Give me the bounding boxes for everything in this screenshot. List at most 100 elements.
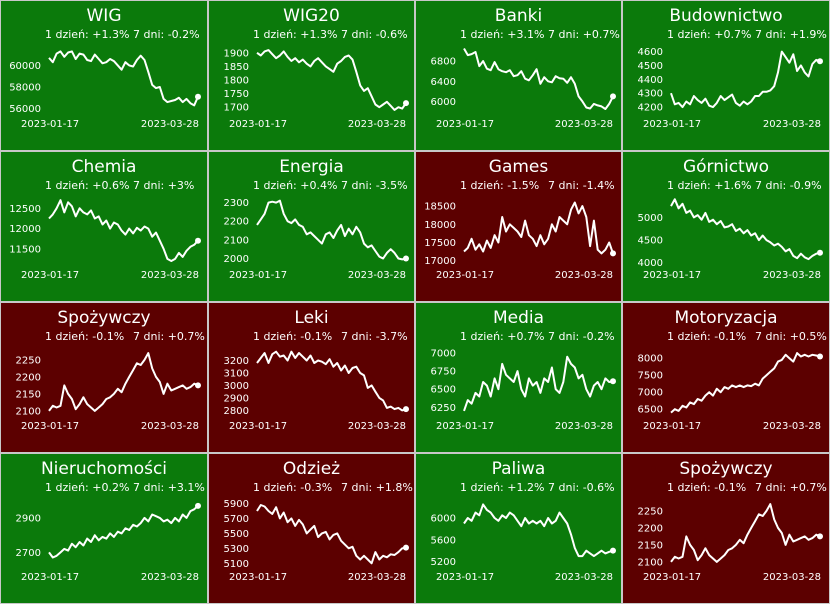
- x-tick-label-end: 2023-03-28: [762, 119, 821, 130]
- last-point-marker: [817, 58, 823, 65]
- y-tick-label: 11500: [9, 244, 41, 255]
- chart-panel: 6000 6400 6800 Banki 1 dzień: +3.1% 7 dni: +0…: [415, 0, 622, 151]
- y-tick-label: 5600: [431, 535, 456, 546]
- last-point-marker: [403, 255, 409, 262]
- y-tick-label: 5900: [224, 499, 249, 510]
- chart-panel: 17000 17500 18000 18500 Games 1 dzień: -1.5% 7…: [415, 151, 622, 302]
- y-tick-label: 17500: [424, 238, 456, 249]
- line-plot: 2100 2150 2200 2250: [16, 352, 201, 417]
- y-tick-label: 1850: [224, 62, 249, 73]
- y-tick-label: 2100: [224, 235, 249, 246]
- chart-panel: 2800 2900 3000 3100 3200 Leki 1 dzień: -0.1% 7 …: [208, 302, 415, 453]
- y-tick-label: 6750: [431, 367, 456, 378]
- y-tick-label: 4500: [638, 236, 663, 247]
- last-point-marker: [817, 249, 823, 256]
- y-tick-label: 2250: [16, 355, 41, 366]
- last-point-marker: [403, 406, 409, 413]
- change-1d-label: 1 dzień: +1.3%: [253, 28, 338, 41]
- last-point-marker: [195, 237, 201, 244]
- y-tick-label: 12500: [9, 204, 41, 215]
- y-tick-label: 2100: [16, 406, 41, 417]
- x-tick-label-start: 2023-01-17: [436, 572, 495, 583]
- y-tick-label: 17000: [424, 256, 456, 267]
- y-tick-label: 2300: [224, 198, 249, 209]
- y-tick-label: 7500: [638, 371, 663, 382]
- last-point-marker: [403, 544, 409, 551]
- chart-panel: 4200 4300 4400 4500 4600 Budownictwo 1 dzień: …: [622, 0, 830, 151]
- y-tick-label: 2900: [224, 393, 249, 404]
- y-tick-label: 2200: [638, 523, 663, 534]
- chart-title: Odzież: [282, 459, 341, 479]
- chart-panel: 1700 1750 1800 1850 1900 WIG20 1 dzień: +1.3% 7…: [208, 0, 415, 151]
- y-tick-label: 4400: [638, 75, 663, 86]
- y-tick-label: 5500: [224, 529, 249, 540]
- change-1d-label: 1 dzień: -1.5%: [460, 179, 540, 192]
- series-line: [48, 505, 199, 559]
- y-tick-label: 1750: [224, 89, 249, 100]
- line-plot: 4000 4500 5000: [638, 198, 823, 269]
- y-tick-label: 1700: [224, 103, 249, 114]
- change-7d-label: 7 dni: +0.7%: [755, 481, 827, 494]
- y-tick-label: 7000: [638, 388, 663, 399]
- chart-panel: 2100 2150 2200 2250 Spożywczy 1 dzień: -0.1% 7…: [622, 453, 830, 604]
- line-plot: 17000 17500 18000 18500: [424, 201, 616, 267]
- series-line: [48, 50, 199, 107]
- y-tick-label: 4600: [638, 47, 663, 58]
- last-point-marker: [195, 502, 201, 509]
- series-line: [256, 49, 407, 111]
- last-point-marker: [610, 378, 616, 385]
- series-line: [463, 201, 614, 255]
- change-1d-label: 1 dzień: +1.6%: [667, 179, 752, 192]
- x-tick-label-start: 2023-01-17: [643, 119, 702, 130]
- line-plot: 6500 7000 7500 8000: [638, 352, 823, 416]
- series-line: [463, 355, 614, 412]
- y-tick-label: 58000: [9, 83, 41, 94]
- y-tick-label: 3200: [224, 356, 249, 367]
- x-tick-label-end: 2023-03-28: [347, 119, 406, 130]
- chart-title: Górnictwo: [682, 157, 770, 177]
- chart-title: WIG20: [283, 6, 340, 26]
- y-tick-label: 18500: [424, 202, 456, 213]
- x-tick-label-start: 2023-01-17: [436, 421, 495, 432]
- y-tick-label: 6000: [431, 514, 456, 525]
- y-tick-label: 6500: [431, 385, 456, 396]
- line-plot: 2700 2900: [16, 502, 201, 559]
- x-tick-label-end: 2023-03-28: [347, 270, 406, 281]
- change-1d-label: 1 dzień: +1.3%: [45, 28, 130, 41]
- chart-title: Leki: [294, 308, 329, 328]
- change-7d-label: 7 dni: +0.5%: [755, 330, 827, 343]
- series-line: [463, 48, 614, 110]
- chart-title: Chemia: [71, 157, 137, 177]
- x-tick-label-end: 2023-03-28: [762, 572, 821, 583]
- x-tick-label-start: 2023-01-17: [229, 270, 288, 281]
- line-plot: 1700 1750 1800 1850 1900: [224, 48, 409, 114]
- x-tick-label-start: 2023-01-17: [21, 421, 80, 432]
- change-7d-label: 7 dni: +3.1%: [133, 481, 205, 494]
- last-point-marker: [610, 547, 616, 554]
- change-7d-label: 7 dni: -0.2%: [548, 330, 615, 343]
- x-tick-label-start: 2023-01-17: [229, 572, 288, 583]
- y-tick-label: 5300: [224, 544, 249, 555]
- line-plot: 2100 2150 2200 2250: [638, 503, 823, 568]
- chart-title: Games: [488, 157, 549, 177]
- change-1d-label: 1 dzień: +3.1%: [460, 28, 545, 41]
- x-tick-label-end: 2023-03-28: [762, 270, 821, 281]
- last-point-marker: [195, 93, 201, 100]
- y-tick-label: 6250: [431, 403, 456, 414]
- change-1d-label: 1 dzień: -0.1%: [253, 330, 333, 343]
- chart-title: Paliwa: [491, 459, 546, 479]
- x-tick-label-end: 2023-03-28: [554, 119, 613, 130]
- chart-title: WIG: [86, 6, 122, 26]
- series-line: [670, 503, 821, 563]
- series-line: [256, 199, 407, 261]
- change-7d-label: 7 dni: +1.9%: [755, 28, 827, 41]
- change-1d-label: 1 dzień: -0.1%: [667, 481, 747, 494]
- x-tick-label-start: 2023-01-17: [643, 421, 702, 432]
- change-1d-label: 1 dzień: +0.6%: [45, 179, 130, 192]
- change-7d-label: 7 dni: +0.7%: [548, 28, 620, 41]
- series-line: [670, 198, 821, 261]
- change-7d-label: 7 dni: -3.7%: [341, 330, 408, 343]
- series-line: [256, 350, 407, 412]
- change-7d-label: 7 dni: -0.9%: [755, 179, 822, 192]
